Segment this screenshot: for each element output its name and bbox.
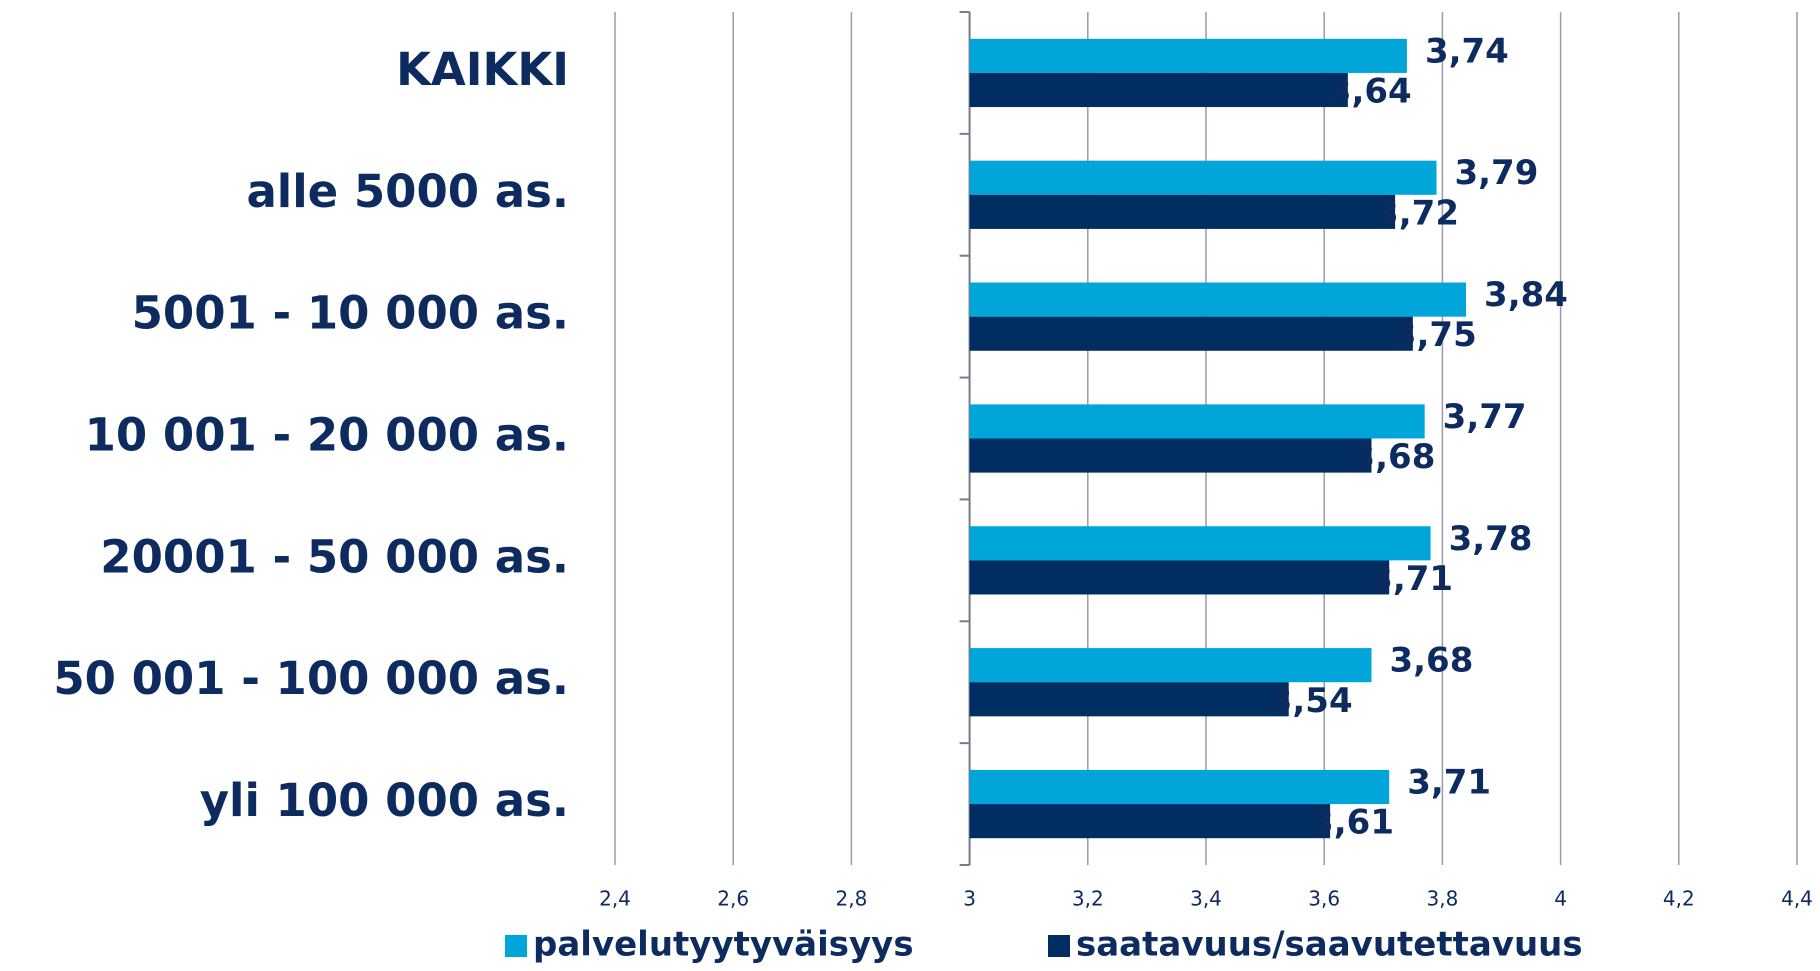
value-label: 3,54 [1269, 681, 1353, 721]
value-label: 3,75 [1393, 315, 1477, 355]
category-label: 5001 - 10 000 as. [132, 287, 569, 340]
x-tick-label: 3,6 [1308, 887, 1340, 911]
value-label: 3,68 [1389, 641, 1473, 681]
bar [969, 648, 1372, 683]
x-tick-label: 2,8 [835, 887, 867, 911]
x-tick-label: 3 [963, 887, 976, 911]
x-tick-label: 3,4 [1190, 887, 1222, 911]
value-label: 3,77 [1443, 397, 1527, 437]
legend-label: saatavuus/saavutettavuus [1076, 925, 1583, 965]
bar [969, 282, 1467, 317]
x-tick-label: 4,4 [1781, 887, 1813, 911]
value-label: 3,68 [1351, 437, 1435, 477]
value-label: 3,74 [1425, 31, 1509, 71]
category-label: KAIKKI [396, 43, 569, 96]
category-label: alle 5000 as. [246, 165, 569, 218]
category-label: 50 001 - 100 000 as. [53, 652, 569, 705]
x-tick-label: 4 [1554, 887, 1567, 911]
category-label: yli 100 000 as. [200, 774, 569, 827]
legend-label: palvelutyytyväisyys [533, 925, 914, 965]
value-label: 3,72 [1375, 193, 1459, 233]
x-tick-label: 2,6 [717, 887, 749, 911]
x-tick-label: 4,2 [1663, 887, 1695, 911]
bar [969, 38, 1407, 73]
value-label: 3,78 [1449, 519, 1533, 559]
legend-swatch [505, 935, 527, 957]
category-label: 20001 - 50 000 as. [100, 530, 569, 583]
bar [969, 526, 1431, 561]
bar [969, 160, 1437, 195]
value-label: 3,71 [1407, 763, 1491, 803]
value-label: 3,84 [1484, 275, 1568, 315]
bar [969, 804, 1331, 839]
bar [969, 560, 1390, 595]
bar [969, 194, 1396, 229]
x-tick-label: 3,8 [1426, 887, 1458, 911]
value-label: 3,79 [1454, 153, 1538, 193]
bar [969, 404, 1425, 439]
x-tick-label: 3,2 [1072, 887, 1104, 911]
value-label: 3,64 [1328, 71, 1412, 111]
legend-swatch [1048, 935, 1070, 957]
value-label: 3,71 [1369, 559, 1453, 599]
value-label: 3,61 [1310, 803, 1394, 843]
x-tick-label: 2,4 [599, 887, 631, 911]
bar [969, 72, 1348, 108]
category-label: 10 001 - 20 000 as. [85, 409, 569, 462]
bar [969, 438, 1372, 473]
bar [969, 769, 1390, 805]
bar [969, 682, 1289, 717]
bar [969, 316, 1413, 351]
